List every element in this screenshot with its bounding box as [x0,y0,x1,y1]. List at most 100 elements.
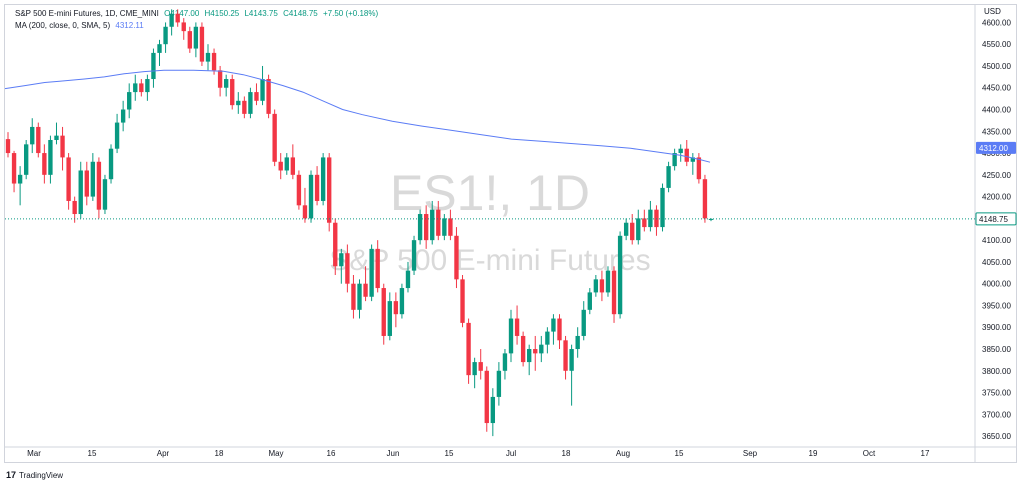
candle-body[interactable] [30,126,35,145]
candle-body[interactable] [339,253,344,267]
candle-body[interactable] [302,205,308,219]
candle-body[interactable] [696,157,702,180]
candle-body[interactable] [417,214,423,241]
candle-body[interactable] [442,218,447,236]
candle-body[interactable] [448,218,453,236]
candle-body[interactable] [11,153,17,184]
candle-body[interactable] [78,170,83,215]
candle-body[interactable] [223,79,229,88]
candle-body[interactable] [254,92,259,101]
candle-body[interactable] [581,309,586,336]
candle-body[interactable] [175,13,180,23]
candle-body[interactable] [642,218,647,228]
candle-body[interactable] [308,174,314,219]
candle-body[interactable] [363,283,368,297]
candle-body[interactable] [454,235,459,280]
candle-body[interactable] [145,79,150,93]
candle-body[interactable] [260,79,265,101]
candle-body[interactable] [623,222,629,236]
candle-body[interactable] [266,79,271,114]
candle-body[interactable] [193,26,199,49]
candle-body[interactable] [569,349,574,371]
candle-body[interactable] [527,349,532,363]
candle-body[interactable] [230,79,235,106]
candle-body[interactable] [533,349,538,354]
candle-body[interactable] [242,100,247,114]
candle-body[interactable] [478,362,483,371]
candle-body[interactable] [157,44,162,53]
candle-body[interactable] [163,26,168,45]
candle-body[interactable] [690,157,696,162]
candle-body[interactable] [139,83,144,93]
candle-body[interactable] [187,31,192,49]
candle-body[interactable] [357,283,362,310]
candle-body[interactable] [369,248,374,297]
candle-body[interactable] [539,344,544,354]
candle-body[interactable] [72,200,77,215]
candle-body[interactable] [211,52,217,71]
candle-body[interactable] [236,100,241,106]
candle-body[interactable] [411,240,417,271]
candle-body[interactable] [102,179,108,210]
candle-body[interactable] [314,174,320,201]
candle-body[interactable] [278,161,283,171]
candle-body[interactable] [36,126,41,154]
candle-body[interactable] [169,13,174,27]
candle-body[interactable] [381,288,386,336]
candle-body[interactable] [514,318,520,336]
candle-body[interactable] [605,270,611,293]
candle-body[interactable] [611,270,617,315]
candle-body[interactable] [96,161,102,210]
candle-body[interactable] [490,396,496,424]
candle-body[interactable] [551,318,556,332]
candle-body[interactable] [460,279,465,323]
candle-body[interactable] [405,270,411,289]
candle-body[interactable] [557,318,562,341]
candle-body[interactable] [66,157,71,201]
candle-body[interactable] [678,148,683,154]
candle-body[interactable] [502,353,508,371]
candle-body[interactable] [617,235,623,315]
candle-body[interactable] [466,322,471,376]
candle-body[interactable] [205,52,211,62]
candle-body[interactable] [563,340,568,371]
candle-body[interactable] [42,153,47,175]
candle-body[interactable] [545,331,550,345]
candle-body[interactable] [587,292,592,310]
candle-body[interactable] [127,92,132,110]
candle-body[interactable] [320,157,326,201]
candle-body[interactable] [5,139,11,154]
candle-body[interactable] [472,362,477,376]
candle-body[interactable] [520,335,526,363]
candle-body[interactable] [508,318,514,354]
candle-body[interactable] [399,288,405,315]
candle-body[interactable] [672,153,677,167]
candle-body[interactable] [660,187,665,228]
candle-body[interactable] [284,157,289,171]
candle-body[interactable] [666,166,671,188]
ma-200-line[interactable] [4,69,711,163]
candle-body[interactable] [575,335,580,350]
candle-body[interactable] [199,26,205,62]
candle-body[interactable] [496,370,502,397]
candle-body[interactable] [248,92,253,114]
candle-body[interactable] [120,109,126,123]
candle-body[interactable] [599,279,605,293]
candle-body[interactable] [54,135,59,140]
candle-body[interactable] [114,122,120,149]
candle-body[interactable] [630,222,635,241]
candle-body[interactable] [436,209,441,236]
candle-body[interactable] [702,179,708,219]
candle-body[interactable] [393,301,399,315]
candle-body[interactable] [654,209,659,228]
candle-body[interactable] [17,174,23,184]
candle-body[interactable] [375,248,380,289]
candle-body[interactable] [90,161,96,197]
candle-body[interactable] [333,222,338,267]
candle-body[interactable] [430,209,435,241]
candle-body[interactable] [133,83,138,93]
candle-body[interactable] [290,157,296,175]
candle-body[interactable] [23,144,29,175]
candle-body[interactable] [108,148,114,180]
